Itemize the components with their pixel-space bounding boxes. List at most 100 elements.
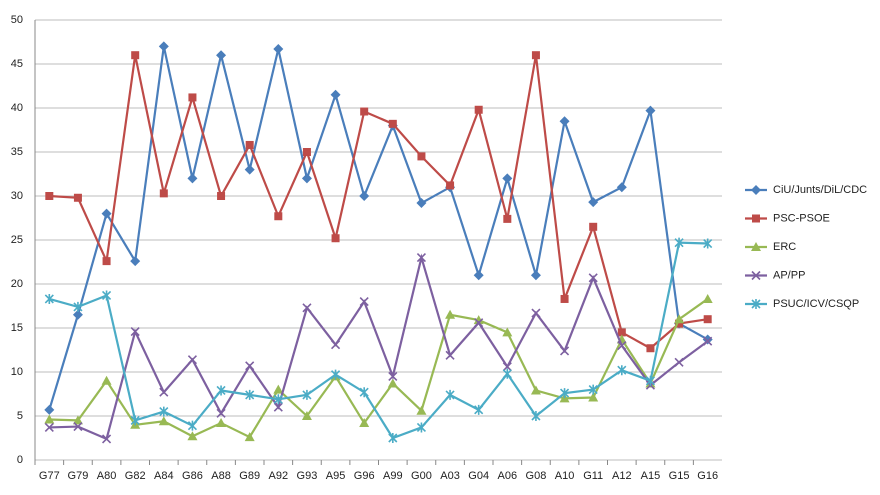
legend-label: PSC-PSOE (773, 212, 830, 224)
marker (387, 378, 398, 388)
marker (101, 290, 112, 301)
marker (72, 415, 83, 425)
marker (359, 418, 370, 428)
marker (474, 105, 483, 114)
marker (45, 192, 54, 200)
marker (72, 309, 83, 320)
x-tick-label: A88 (211, 470, 231, 482)
marker (273, 44, 284, 55)
marker (187, 173, 198, 184)
marker (417, 152, 426, 161)
x-tick-label: G11 (583, 470, 603, 482)
marker (301, 411, 312, 420)
x-tick-label: A95 (326, 470, 346, 482)
marker (273, 384, 284, 394)
marker (388, 433, 398, 443)
marker (187, 420, 198, 431)
marker (158, 41, 169, 52)
marker (416, 405, 427, 415)
y-tick-label: 30 (11, 190, 23, 202)
x-tick-label: G15 (669, 470, 690, 482)
legend-marker (751, 242, 761, 251)
legend-marker (751, 185, 761, 195)
marker (101, 375, 112, 385)
marker (703, 238, 713, 249)
x-tick-label: G82 (125, 470, 146, 482)
marker (588, 384, 598, 395)
legend-label: PSUC/ICV/CSQP (773, 298, 859, 310)
y-tick-label: 5 (17, 410, 23, 422)
marker (674, 237, 684, 248)
marker (330, 369, 341, 380)
series-line (49, 241, 708, 440)
marker (302, 303, 312, 313)
marker (217, 192, 226, 200)
marker (73, 421, 83, 432)
marker (245, 140, 254, 149)
marker (616, 182, 627, 193)
marker (588, 273, 598, 283)
marker (359, 387, 369, 398)
marker (216, 50, 227, 61)
marker (445, 389, 455, 400)
marker (44, 422, 54, 433)
marker (503, 214, 512, 223)
marker (302, 389, 312, 400)
x-tick-label: A03 (440, 470, 460, 482)
marker (187, 431, 198, 441)
legend-marker (751, 299, 761, 309)
marker (617, 341, 627, 351)
y-tick-label: 35 (11, 146, 23, 158)
marker (187, 355, 198, 365)
marker (73, 301, 83, 312)
marker (359, 297, 369, 307)
marker (416, 253, 427, 263)
y-tick-label: 25 (11, 234, 23, 246)
marker (588, 392, 599, 402)
marker (159, 406, 169, 417)
marker (446, 181, 455, 190)
marker (216, 408, 226, 418)
marker (530, 385, 541, 395)
marker (617, 328, 626, 337)
marker (101, 208, 112, 219)
marker (188, 93, 197, 102)
legend-label: CiU/Junts/DiL/CDC (773, 184, 867, 196)
x-tick-label: G96 (354, 470, 375, 482)
y-tick-label: 10 (11, 366, 23, 378)
marker (531, 51, 540, 60)
x-tick-label: A10 (555, 470, 575, 482)
y-tick-label: 15 (11, 322, 23, 334)
marker (474, 318, 484, 328)
marker (502, 173, 513, 184)
x-tick-label: G89 (239, 470, 260, 482)
marker (559, 116, 570, 127)
marker (559, 346, 570, 356)
marker (416, 422, 427, 433)
x-tick-label: G00 (411, 470, 432, 482)
marker (44, 414, 55, 424)
marker (531, 308, 541, 318)
x-tick-label: A06 (498, 470, 518, 482)
y-tick-label: 40 (11, 102, 23, 114)
marker (44, 293, 54, 304)
x-tick-label: G04 (468, 470, 489, 482)
marker (703, 336, 713, 346)
marker (702, 293, 713, 303)
marker (301, 173, 312, 184)
marker (245, 361, 255, 371)
x-tick-label: G93 (297, 470, 318, 482)
y-tick-label: 20 (11, 278, 23, 290)
marker (388, 371, 398, 381)
legend-marker (751, 270, 761, 281)
marker (588, 197, 599, 208)
y-tick-label: 45 (11, 58, 23, 70)
x-tick-label: G79 (68, 470, 89, 482)
marker (530, 270, 541, 281)
x-tick-label: G77 (39, 470, 60, 482)
x-tick-label: A12 (612, 470, 632, 482)
marker (130, 415, 140, 426)
marker (244, 164, 255, 175)
marker (645, 375, 656, 386)
